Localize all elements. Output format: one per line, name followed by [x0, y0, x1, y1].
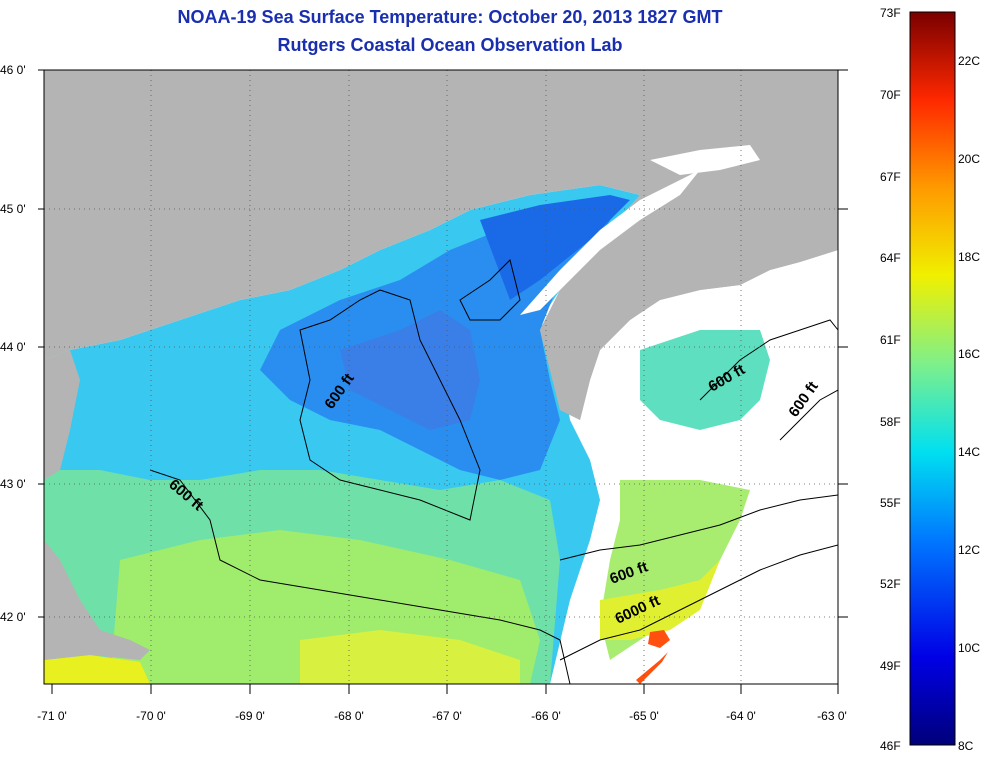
lat-tick-label: 45 0'	[0, 202, 26, 216]
map-area	[44, 70, 838, 684]
colorbar-f-label: 55F	[880, 496, 901, 510]
colorbar-f-label: 61F	[880, 333, 901, 347]
map-subtitle: Rutgers Coastal Ocean Observation Lab	[277, 35, 623, 55]
colorbar-c-label: 18C	[958, 250, 980, 264]
colorbar: 73F 70F 67F 64F 61F 58F 55F 52F 49F 46F …	[880, 6, 980, 753]
sst-field	[44, 185, 770, 684]
colorbar-f-label: 52F	[880, 577, 901, 591]
latitude-labels: 46 0' 45 0' 44 0' 43 0' 42 0'	[0, 63, 26, 624]
colorbar-c-label: 22C	[958, 54, 980, 68]
colorbar-c-label: 20C	[958, 152, 980, 166]
lat-tick-label: 44 0'	[0, 340, 26, 354]
lat-tick-label: 43 0'	[0, 477, 26, 491]
colorbar-f-label: 70F	[880, 88, 901, 102]
lon-tick-label: -65 0'	[629, 709, 659, 723]
lon-tick-label: -71 0'	[37, 709, 67, 723]
colorbar-gradient	[909, 11, 956, 746]
lon-tick-label: -68 0'	[334, 709, 364, 723]
colorbar-f-label: 46F	[880, 739, 901, 753]
lon-tick-label: -66 0'	[531, 709, 561, 723]
lat-tick-label: 46 0'	[0, 63, 26, 77]
colorbar-f-label: 64F	[880, 251, 901, 265]
map-title: NOAA-19 Sea Surface Temperature: October…	[177, 7, 723, 27]
colorbar-c-label: 12C	[958, 543, 980, 557]
lat-tick-label: 42 0'	[0, 610, 26, 624]
colorbar-f-label: 49F	[880, 659, 901, 673]
colorbar-f-label: 73F	[880, 6, 901, 20]
lon-tick-label: -67 0'	[432, 709, 462, 723]
land	[44, 70, 838, 660]
lon-tick-label: -70 0'	[136, 709, 166, 723]
colorbar-c-label: 16C	[958, 347, 980, 361]
colorbar-c-label: 10C	[958, 641, 980, 655]
map-frame	[43, 69, 839, 685]
lon-tick-label: -64 0'	[726, 709, 756, 723]
longitude-labels: -71 0' -70 0' -69 0' -68 0' -67 0' -66 0…	[37, 709, 847, 723]
lon-tick-label: -63 0'	[817, 709, 847, 723]
colorbar-f-label: 67F	[880, 170, 901, 184]
axis-ticks	[38, 69, 848, 694]
colorbar-f-label: 58F	[880, 415, 901, 429]
colorbar-c-label: 8C	[958, 739, 974, 753]
colorbar-c-label: 14C	[958, 445, 980, 459]
lon-tick-label: -69 0'	[235, 709, 265, 723]
bathymetry-contours	[149, 259, 838, 684]
